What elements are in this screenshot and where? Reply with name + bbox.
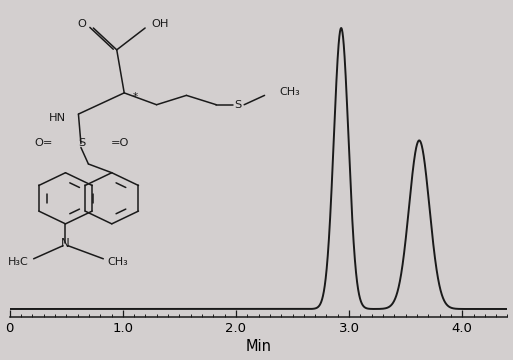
Text: O: O <box>77 19 86 29</box>
Text: HN: HN <box>49 113 66 123</box>
Text: OH: OH <box>152 19 169 29</box>
Text: CH₃: CH₃ <box>108 257 129 267</box>
Text: CH₃: CH₃ <box>279 87 300 96</box>
Text: *: * <box>132 91 137 102</box>
Text: H₃C: H₃C <box>8 257 29 267</box>
Text: N: N <box>61 237 70 250</box>
Text: S: S <box>78 138 86 148</box>
Text: =O: =O <box>111 138 129 148</box>
X-axis label: Min: Min <box>246 339 271 355</box>
Text: O=: O= <box>34 138 53 148</box>
Text: S: S <box>234 100 241 110</box>
